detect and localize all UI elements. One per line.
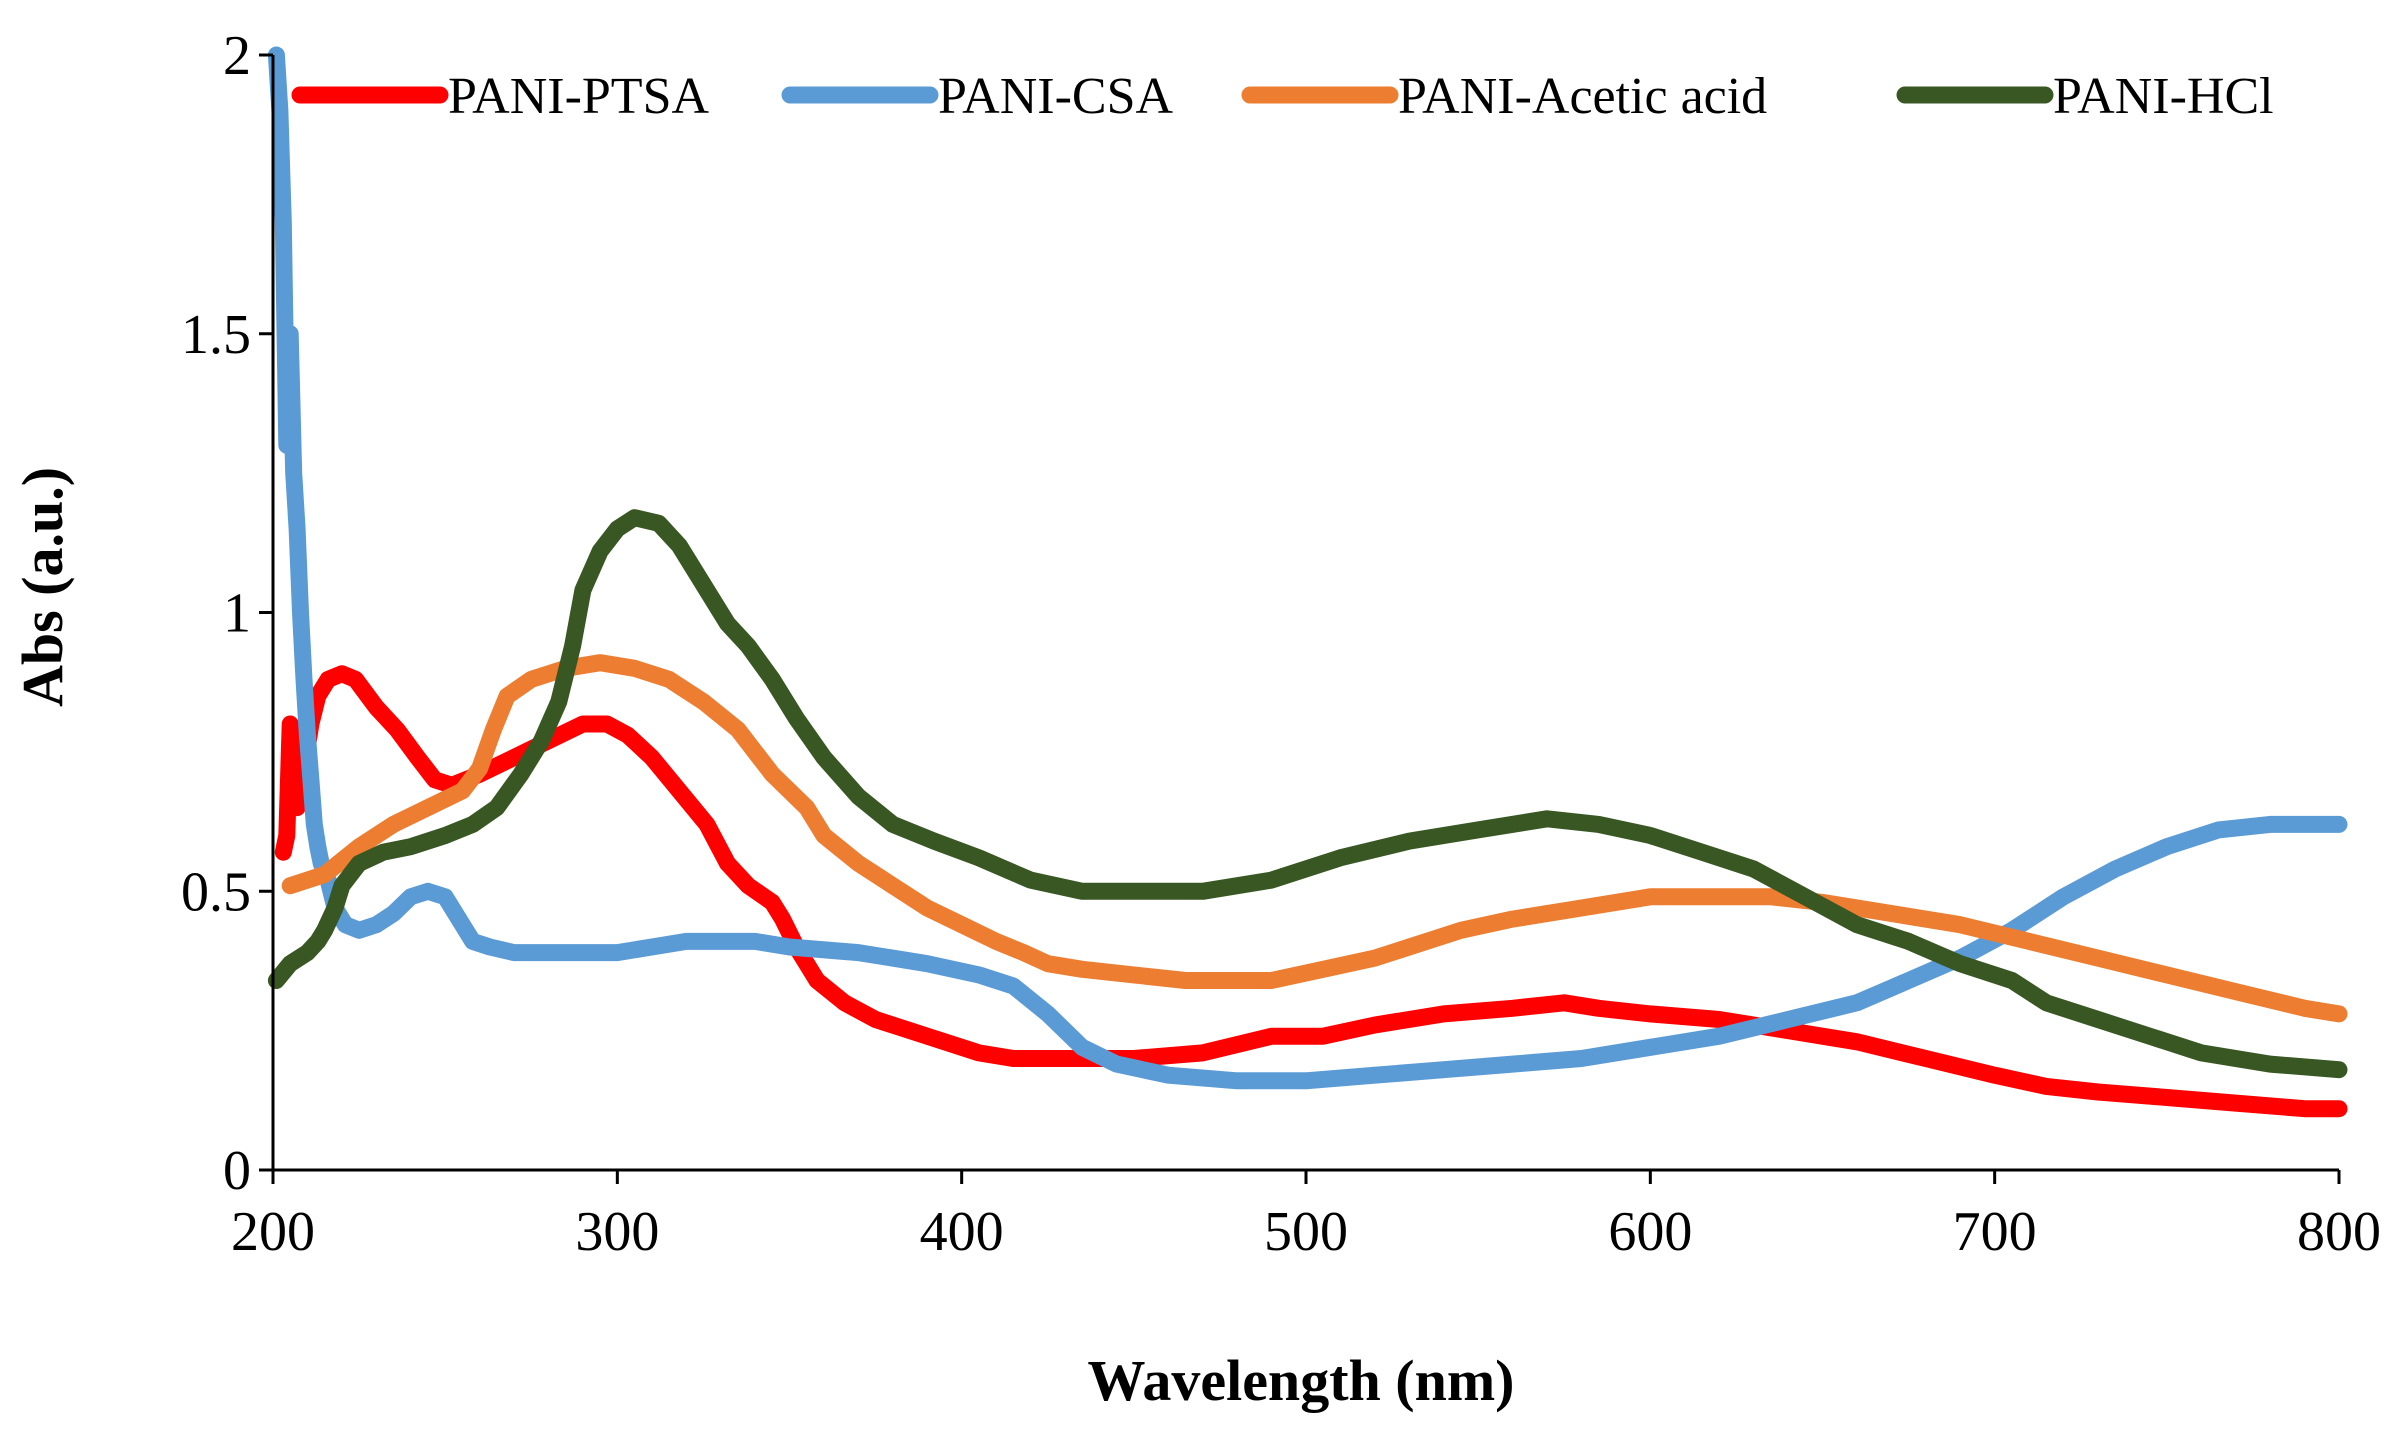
y-tick-label: 1.5: [181, 304, 251, 366]
legend: PANI-PTSA PANI-CSA PANI-Acetic acid PANI-HC…: [291, 68, 2274, 125]
y-tick-label: 2: [223, 25, 251, 87]
x-tick-label: 400: [920, 1201, 1004, 1263]
series-line-pani-hcl: [267, 509, 2348, 1079]
legend-label: PANI-HCl: [2053, 68, 2274, 125]
legend-label: PANI-PTSA: [448, 68, 709, 125]
x-tick-label: 700: [1953, 1201, 2037, 1263]
y-axis-title: Abs (a.u.): [10, 467, 75, 707]
x-axis-title: Wavelength (nm): [1088, 1348, 1515, 1413]
x-tick-label: 500: [1264, 1201, 1348, 1263]
legend-item-pani-acetic-acid: PANI-Acetic acid: [1241, 68, 1767, 125]
legend-item-pani-ptsa: PANI-PTSA: [291, 68, 709, 125]
legend-item-pani-csa: PANI-CSA: [781, 68, 1173, 125]
tick-layer: 200 300 400 500 600 700 800 0 0.5 1 1.5 2: [181, 25, 2381, 1263]
y-tick-label: 1: [223, 583, 251, 645]
legend-label: PANI-CSA: [938, 68, 1173, 125]
x-tick-label: 600: [1608, 1201, 1692, 1263]
x-tick-label: 800: [2297, 1201, 2381, 1263]
x-tick-label: 200: [231, 1201, 315, 1263]
y-tick-label: 0: [223, 1140, 251, 1202]
y-tick-label: 0.5: [181, 861, 251, 923]
legend-label: PANI-Acetic acid: [1398, 68, 1767, 125]
x-tick-label: 300: [575, 1201, 659, 1263]
series-line-pani-csa: [267, 46, 2348, 1090]
series-layer: [267, 46, 2348, 1118]
legend-item-pani-hcl: PANI-HCl: [1896, 68, 2274, 125]
